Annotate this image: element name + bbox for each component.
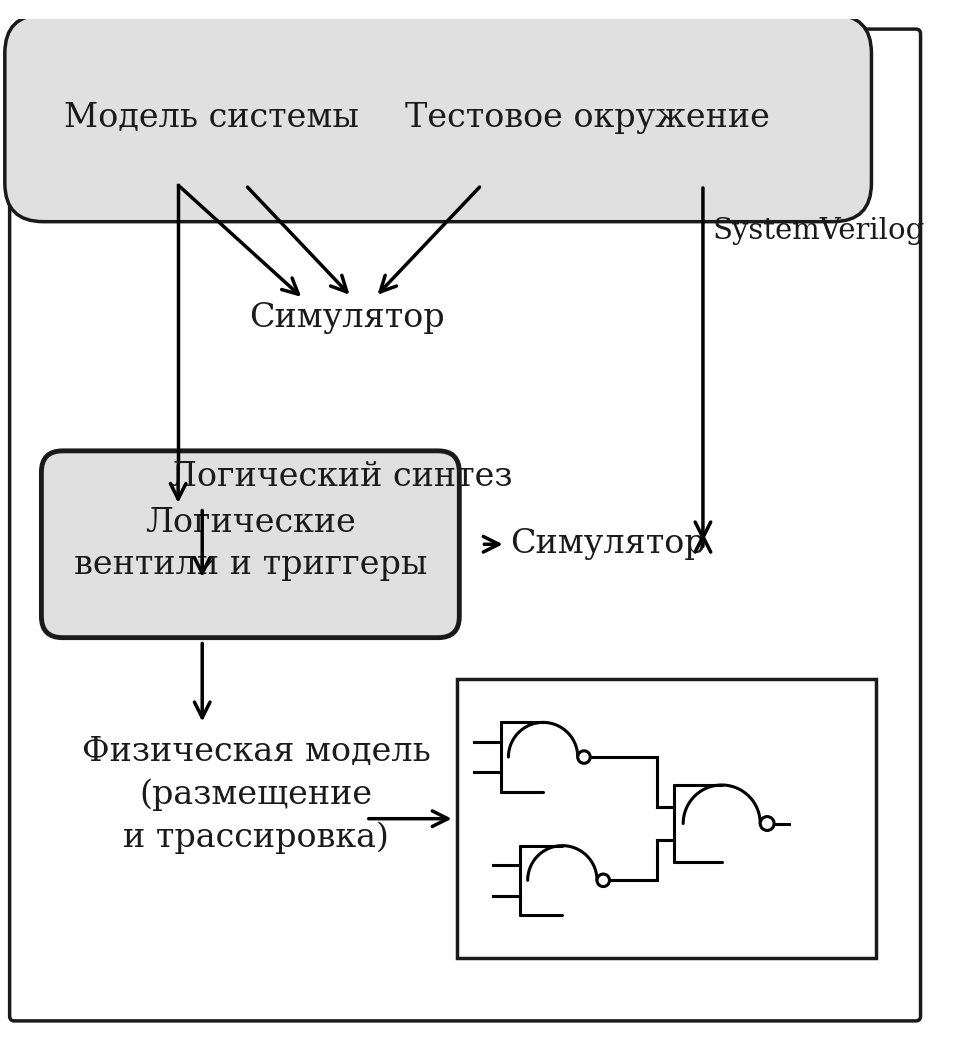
FancyBboxPatch shape [10, 29, 921, 1021]
Text: Физическая модель
(размещение
и трассировка): Физическая модель (размещение и трассиро… [82, 736, 431, 854]
Circle shape [597, 874, 610, 886]
FancyBboxPatch shape [42, 450, 459, 637]
Circle shape [578, 751, 590, 763]
Text: Тестовое окружение: Тестовое окружение [405, 102, 770, 134]
Text: Модель системы: Модель системы [65, 102, 359, 134]
Circle shape [760, 817, 774, 831]
Text: Симулятор: Симулятор [510, 528, 706, 561]
Bar [457, 679, 876, 959]
Text: Логические
вентили и триггеры: Логические вентили и триггеры [73, 507, 427, 582]
Text: SystemVerilog: SystemVerilog [713, 217, 924, 246]
Text: Логический синтез: Логический синтез [168, 461, 512, 492]
Text: Симулятор: Симулятор [249, 302, 444, 334]
FancyBboxPatch shape [5, 15, 871, 222]
